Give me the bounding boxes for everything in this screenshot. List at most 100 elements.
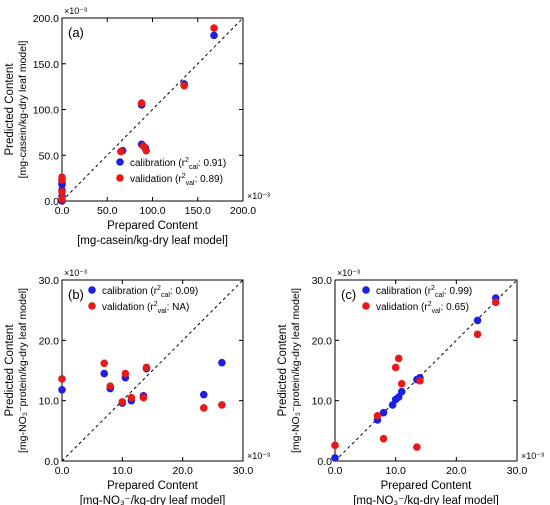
y-tick-label: 10.0 (312, 396, 333, 408)
validation-point (397, 379, 406, 388)
validation-point (373, 411, 382, 420)
legend-label-validation: validation (r2val: 0.89) (130, 173, 223, 187)
x-exponent-label: ×10⁻³ (247, 191, 270, 201)
legend-marker-calibration (116, 158, 124, 166)
x-axis-unit-label: [mg-casein/kg-dry leaf model] (77, 235, 228, 247)
validation-point (100, 359, 109, 368)
y-tick-label: 0.0 (44, 456, 59, 468)
y-axis-label: Predicted Content (4, 63, 16, 156)
legend-label-calibration: calibration (r2cal: 0.99) (376, 285, 472, 299)
y-tick-label: 30.0 (39, 275, 60, 287)
x-axis-label: Prepared Content (107, 220, 199, 232)
legend-marker-validation (116, 174, 124, 182)
identity-line (61, 17, 244, 202)
calibration-point (331, 454, 339, 462)
calibration-point (58, 386, 66, 394)
validation-point (142, 363, 151, 372)
validation-point (416, 376, 424, 385)
x-tick-label: 50.0 (97, 205, 118, 217)
y-exponent-label: ×10⁻³ (64, 268, 87, 278)
y-tick-label: 200.0 (33, 13, 59, 25)
y-tick-label: 100.0 (33, 105, 59, 117)
x-axis-label: Prepared Content (381, 480, 473, 492)
x-tick-label: 10.0 (385, 465, 406, 477)
legend: calibration (r2cal: 0.09) validation (r2v… (88, 285, 198, 315)
validation-point (58, 375, 66, 383)
validation-point (379, 434, 388, 443)
plot-frame (334, 279, 518, 462)
x-tick-label: 30.0 (233, 465, 254, 477)
x-axis-label: Prepared Content (107, 480, 199, 492)
calibration-point (473, 316, 482, 325)
panel-label: (a) (68, 25, 84, 40)
legend: calibration (r2cal: 0.99) validation (r2v… (362, 285, 472, 315)
validation-point (199, 404, 208, 412)
panel-label: (c) (341, 287, 356, 302)
y-tick-label: 0.0 (44, 196, 59, 208)
validation-point (58, 195, 66, 203)
legend: calibration (r2cal: 0.91) validation (r2v… (116, 157, 226, 187)
y-axis-label: Predicted Content (277, 324, 289, 417)
legend-label-validation: validation (r2val: 0.65) (376, 301, 469, 315)
calibration-point (218, 358, 226, 367)
validation-point (413, 443, 421, 451)
y-axis-unit-label: [mg-NO₃⁻protein/kg-dry leaf model] (17, 288, 29, 453)
y-exponent-label: ×10⁻³ (337, 268, 360, 278)
legend-label-calibration: calibration (r2cal: 0.91) (130, 157, 226, 171)
validation-point (118, 398, 127, 406)
validation-point (491, 298, 500, 307)
plot-frame (61, 279, 244, 462)
legend-label-calibration: calibration (r2cal: 0.09) (102, 285, 198, 299)
validation-point (391, 363, 400, 372)
validation-point (127, 393, 136, 402)
validation-point (394, 354, 403, 363)
x-tick-label: 150.0 (185, 205, 211, 217)
y-tick-label: 10.0 (39, 396, 60, 408)
y-tick-label: 150.0 (33, 59, 59, 71)
x-exponent-label: ×10⁻³ (521, 451, 544, 461)
legend-marker-calibration (362, 286, 370, 294)
x-tick-label: 100.0 (139, 205, 165, 217)
x-exponent-label: ×10⁻³ (247, 451, 270, 461)
legend-marker-calibration (88, 286, 96, 294)
identity-line (334, 279, 518, 462)
validation-point (117, 147, 125, 156)
legend-marker-validation (362, 302, 370, 310)
panel-label: (b) (68, 287, 84, 302)
x-tick-label: 30.0 (507, 465, 528, 477)
legend-label-validation: validation (r2val: NA) (102, 301, 189, 315)
y-axis-unit-label: [mg-casein/kg-dry leaf model] (17, 41, 29, 179)
validation-point (121, 369, 130, 378)
chart-panel-2: 0.0 10.0 20.0 30.0 0.0 10.0 20.0 30.0 ×10⁻³ ×10⁻³… (4, 268, 270, 505)
x-tick-label: 200.0 (230, 205, 256, 217)
x-tick-label: 0.0 (328, 465, 343, 477)
x-tick-label: 10.0 (112, 465, 133, 477)
calibration-point (379, 408, 388, 417)
y-tick-label: 30.0 (312, 275, 333, 287)
calibration-point (199, 390, 208, 399)
y-tick-label: 20.0 (312, 335, 333, 347)
validation-point (139, 393, 148, 402)
validation-point (473, 330, 482, 339)
validation-point (106, 382, 115, 390)
y-tick-label: 0.0 (317, 456, 332, 468)
validation-point (180, 81, 188, 90)
validation-point (137, 99, 146, 107)
y-axis-unit-label: [mg-NO₃⁻protein/kg-dry leaf model] (290, 288, 302, 453)
validation-point (218, 401, 226, 409)
y-tick-label: 20.0 (39, 335, 60, 347)
validation-point (58, 173, 66, 182)
x-tick-label: 20.0 (446, 465, 467, 477)
calibration-point (100, 369, 109, 378)
calibration-point (397, 387, 406, 396)
x-axis-unit-label: [mg-NO₃⁻/kg-dry leaf model] (353, 495, 499, 505)
chart-panel-3: 0.0 10.0 20.0 30.0 0.0 10.0 20.0 30.0 ×10⁻³ ×10⁻³… (277, 268, 544, 505)
x-tick-label: 0.0 (55, 205, 70, 217)
validation-point (210, 24, 218, 32)
validation-point (58, 188, 66, 196)
legend-marker-validation (88, 302, 96, 310)
x-axis-unit-label: [mg-NO₃⁻/kg-dry leaf model] (80, 495, 226, 505)
y-axis-label: Predicted Content (4, 324, 16, 417)
x-tick-label: 0.0 (55, 465, 70, 477)
